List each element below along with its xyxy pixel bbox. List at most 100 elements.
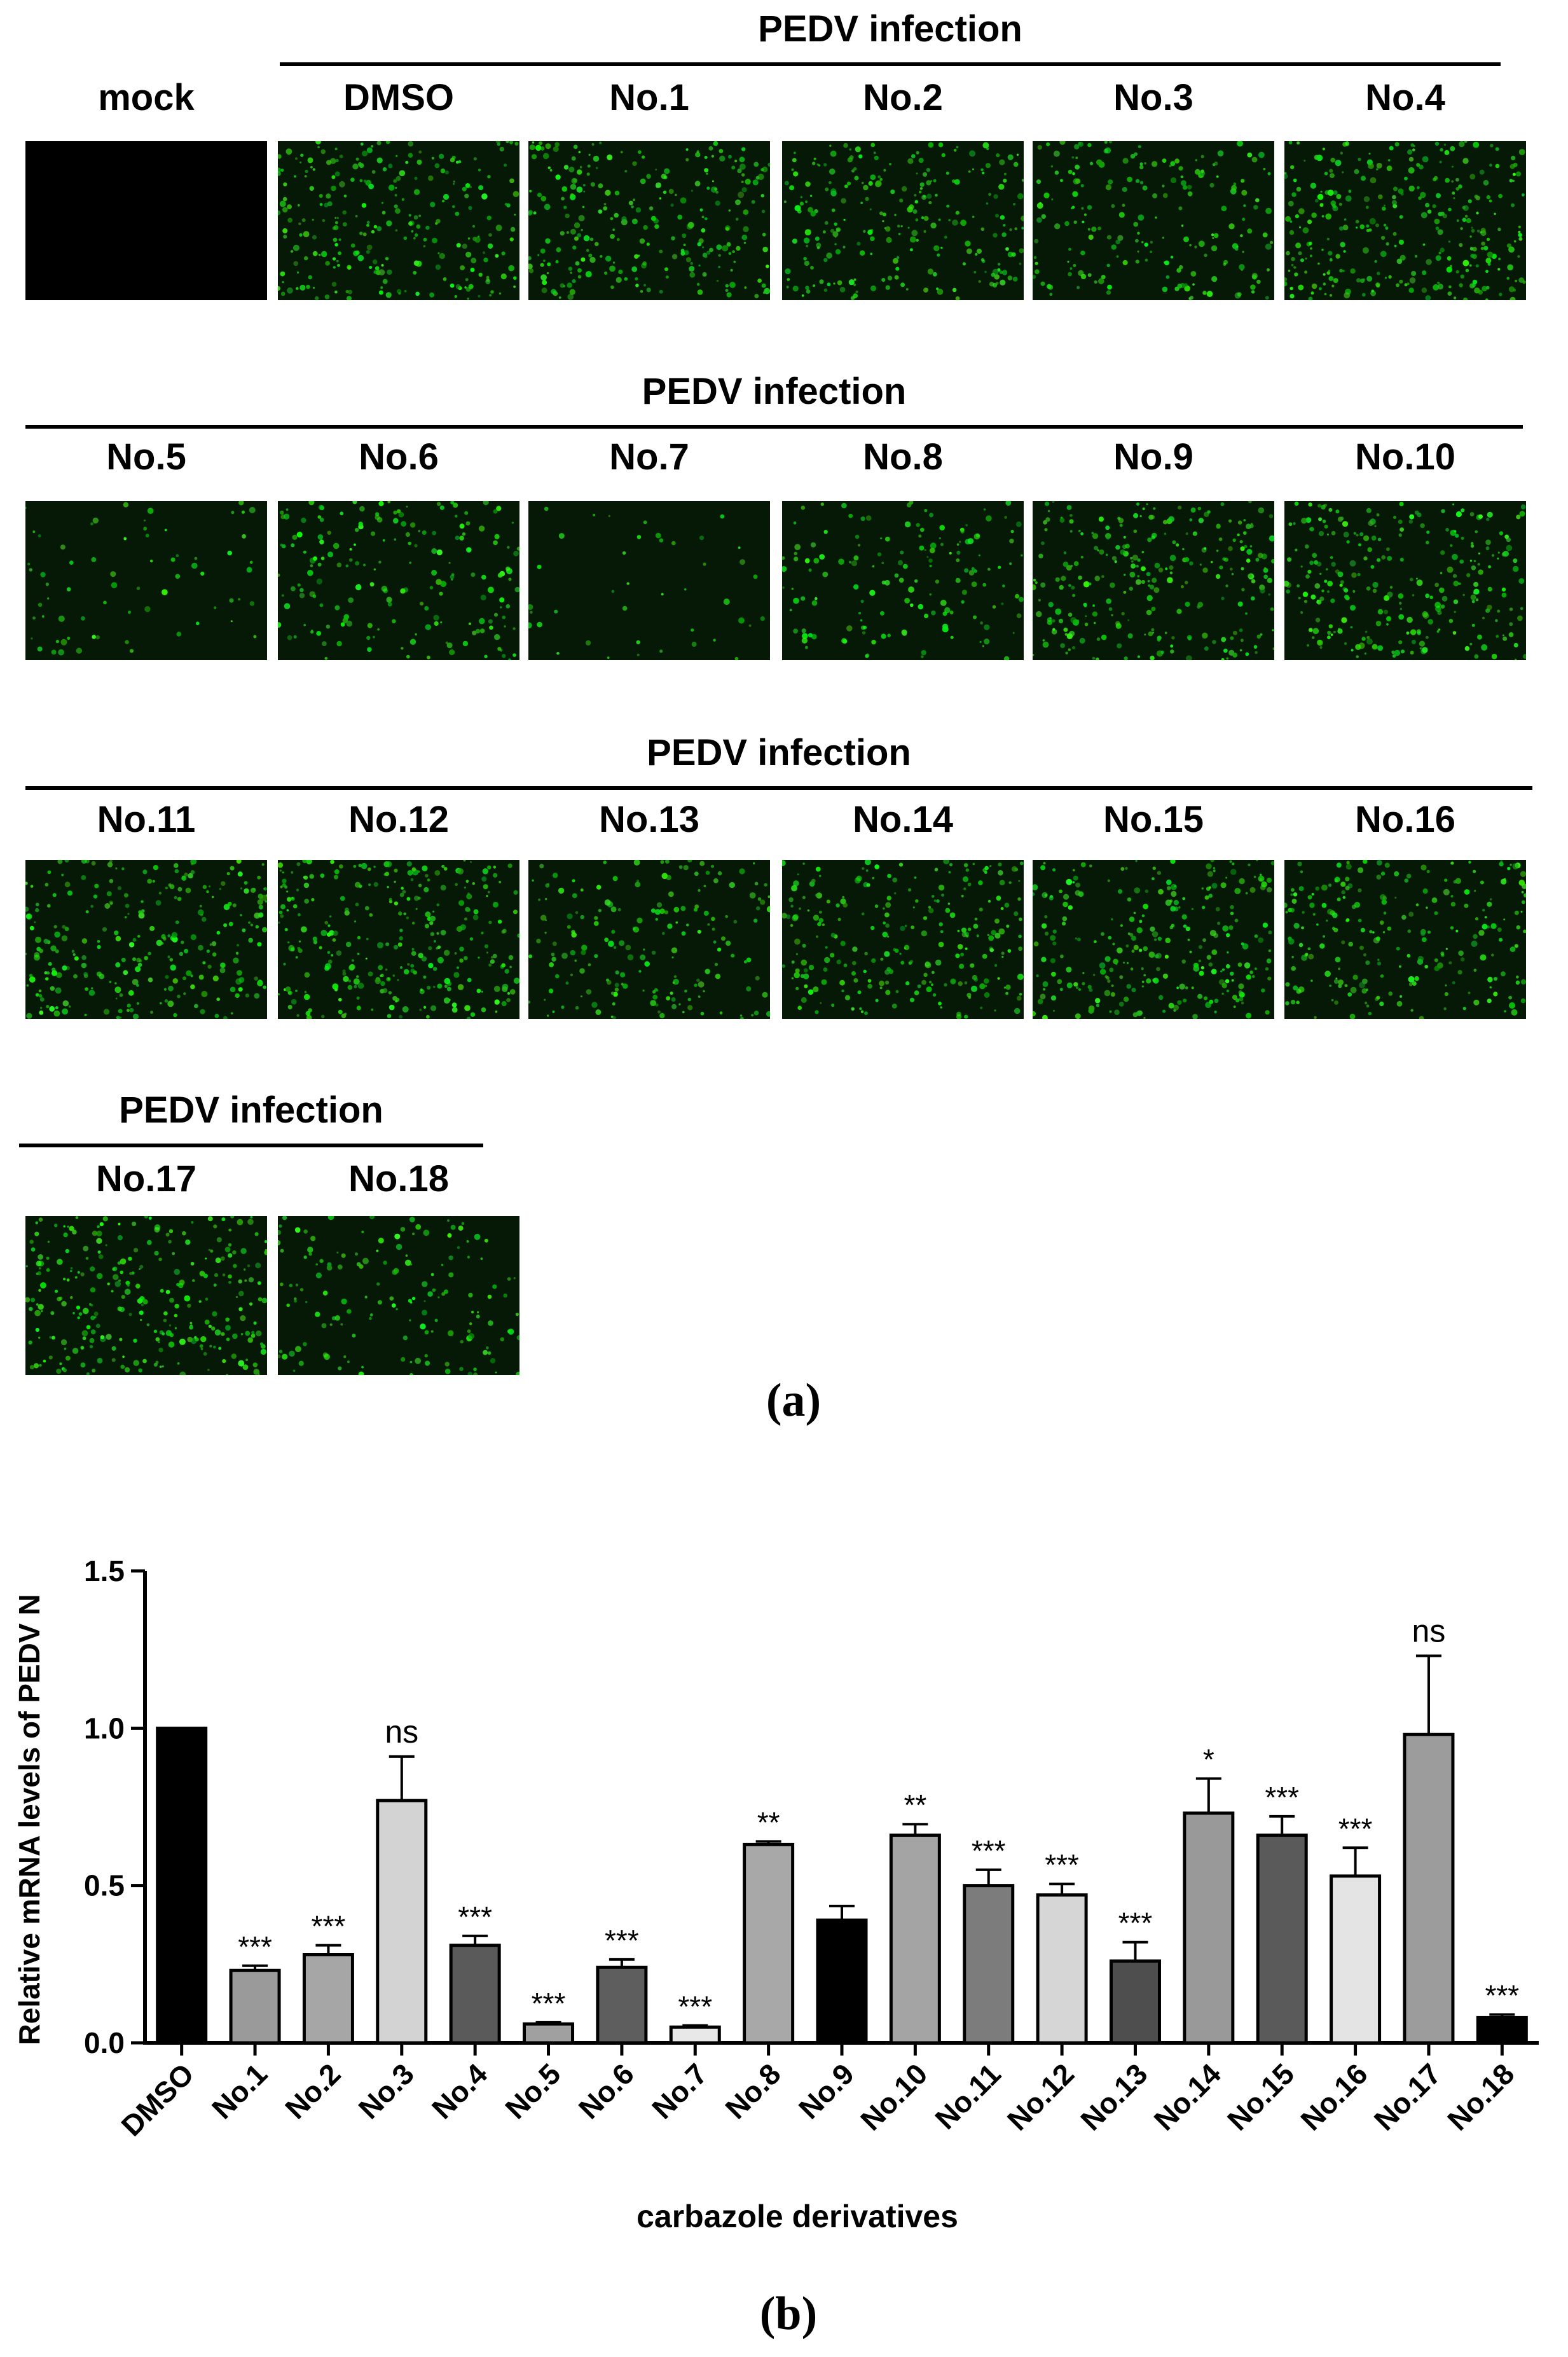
group-title: PEDV infection bbox=[758, 8, 1022, 50]
tile-label: No.9 bbox=[1113, 436, 1193, 478]
x-tick-label: No.2 bbox=[279, 2057, 347, 2125]
tile-label: No.18 bbox=[348, 1158, 449, 1199]
group-bracket-line bbox=[25, 425, 1523, 429]
fluorescence-micrograph bbox=[25, 141, 267, 300]
tile-label: No.11 bbox=[97, 799, 196, 840]
significance-label: *** bbox=[238, 1930, 272, 1963]
tile-label: No.5 bbox=[106, 436, 186, 478]
x-tick-label: No.17 bbox=[1368, 2057, 1447, 2136]
tile-label: No.7 bbox=[609, 436, 689, 478]
x-axis-label: carbazole derivatives bbox=[636, 2199, 958, 2234]
tile-label: No.15 bbox=[1103, 799, 1204, 840]
bar-no12 bbox=[1036, 1893, 1088, 2045]
significance-label: *** bbox=[1338, 1812, 1373, 1845]
fluorescence-micrograph bbox=[278, 501, 519, 660]
x-tick-label: No.8 bbox=[719, 2057, 787, 2125]
fluorescence-micrograph bbox=[1284, 501, 1526, 660]
x-tick-label: No.15 bbox=[1221, 2057, 1300, 2136]
tile-label: No.13 bbox=[599, 799, 699, 840]
tile-label: No.12 bbox=[348, 799, 449, 840]
bar-dmso bbox=[156, 1726, 208, 2045]
tile-label: No.4 bbox=[1365, 77, 1445, 118]
significance-label: *** bbox=[1045, 1848, 1079, 1881]
panel-a-micrographs: PEDV infection mock DMSO No.1 No.2 No.3 No.4 PE… bbox=[19, 8, 1532, 1375]
tile-label: No.16 bbox=[1355, 799, 1455, 840]
fluorescence-micrograph bbox=[528, 141, 770, 300]
y-axis-label: Relative mRNA levels of PEDV N bbox=[13, 1594, 46, 2045]
tile-label: No.8 bbox=[863, 436, 943, 478]
fluorescence-micrograph bbox=[278, 141, 519, 300]
tile-label: No.3 bbox=[1113, 77, 1193, 118]
bar-no7 bbox=[669, 2025, 721, 2045]
significance-label: ns bbox=[385, 1714, 418, 1750]
tile-label: No.6 bbox=[359, 436, 439, 478]
x-tick-label: No.3 bbox=[352, 2057, 420, 2125]
x-tick-label: No.10 bbox=[854, 2057, 933, 2136]
significance-label: ** bbox=[904, 1788, 926, 1821]
group-title: PEDV infection bbox=[647, 732, 911, 773]
tile-label: No.14 bbox=[853, 799, 953, 840]
significance-label: *** bbox=[678, 1990, 712, 2023]
significance-label: *** bbox=[605, 1924, 639, 1957]
bar-no15 bbox=[1256, 1834, 1308, 2045]
bar-no17 bbox=[1403, 1732, 1455, 2045]
bar-no9 bbox=[816, 1918, 868, 2045]
significance-label: *** bbox=[312, 1910, 346, 1943]
significance-label: *** bbox=[1118, 1907, 1153, 1940]
fluorescence-micrograph bbox=[1033, 501, 1274, 660]
x-tick-label: No.18 bbox=[1441, 2057, 1520, 2136]
bar-chart: 0.0 0.5 1.0 1.5 Relative mRNA levels of PEDV… bbox=[13, 1554, 1539, 2234]
bar-no8 bbox=[743, 1842, 795, 2045]
bar-no2 bbox=[302, 1953, 354, 2045]
x-tick-label: No.13 bbox=[1074, 2057, 1153, 2136]
significance-label: *** bbox=[458, 1900, 492, 1933]
group-bracket-line bbox=[19, 1144, 483, 1147]
fluorescence-micrograph bbox=[1284, 141, 1526, 300]
fluorescence-micrograph bbox=[782, 501, 1024, 660]
panel-b-label: (b) bbox=[759, 2288, 818, 2340]
significance-label: * bbox=[1203, 1743, 1214, 1776]
fluorescence-micrograph bbox=[25, 860, 267, 1019]
significance-label: ns bbox=[1412, 1614, 1446, 1649]
y-tick-label: 1.0 bbox=[84, 1711, 125, 1745]
bar-no18 bbox=[1476, 2015, 1528, 2045]
panel-a-label: (a) bbox=[766, 1374, 822, 1427]
group-bracket-line bbox=[25, 786, 1532, 790]
significance-label: *** bbox=[1485, 1979, 1519, 2012]
significance-label: *** bbox=[972, 1834, 1006, 1867]
x-tick-label: No.1 bbox=[205, 2057, 273, 2125]
tile-label: No.1 bbox=[609, 77, 689, 118]
tile-label: DMSO bbox=[343, 77, 454, 118]
y-tick-label: 0.5 bbox=[84, 1869, 125, 1902]
bar-no5 bbox=[523, 2022, 575, 2045]
significance-label: *** bbox=[1265, 1781, 1299, 1814]
tile-label: No.10 bbox=[1355, 436, 1455, 478]
fluorescence-micrograph bbox=[528, 501, 770, 660]
fluorescence-micrograph bbox=[528, 860, 770, 1019]
x-tick-label: No.9 bbox=[792, 2057, 860, 2125]
significance-label: *** bbox=[532, 1987, 566, 2020]
fluorescence-micrograph bbox=[278, 860, 519, 1019]
x-tick-label: No.5 bbox=[499, 2057, 567, 2125]
tile-label: No.2 bbox=[863, 77, 943, 118]
fluorescence-micrograph bbox=[25, 501, 267, 660]
bar-no11 bbox=[963, 1884, 1015, 2045]
significance-label: ** bbox=[757, 1806, 780, 1839]
bar-no1 bbox=[229, 1968, 281, 2045]
group-bracket-line bbox=[280, 62, 1501, 66]
bar-no3 bbox=[376, 1799, 428, 2045]
fluorescence-micrograph bbox=[1033, 860, 1274, 1019]
group-title: PEDV infection bbox=[119, 1089, 383, 1131]
fluorescence-micrograph bbox=[25, 1216, 267, 1375]
bar-no6 bbox=[596, 1965, 648, 2045]
x-tick-label: No.7 bbox=[645, 2057, 713, 2125]
bar-no14 bbox=[1183, 1811, 1235, 2045]
x-tick-label: DMSO bbox=[114, 2057, 200, 2142]
bar-no10 bbox=[889, 1834, 941, 2045]
x-tick-label: No.4 bbox=[425, 2057, 494, 2125]
bar-no4 bbox=[449, 1944, 501, 2045]
fluorescence-micrograph bbox=[278, 1216, 519, 1375]
y-tick-label: 1.5 bbox=[84, 1554, 125, 1587]
fluorescence-micrograph bbox=[782, 141, 1024, 300]
fluorescence-micrograph bbox=[782, 860, 1024, 1019]
